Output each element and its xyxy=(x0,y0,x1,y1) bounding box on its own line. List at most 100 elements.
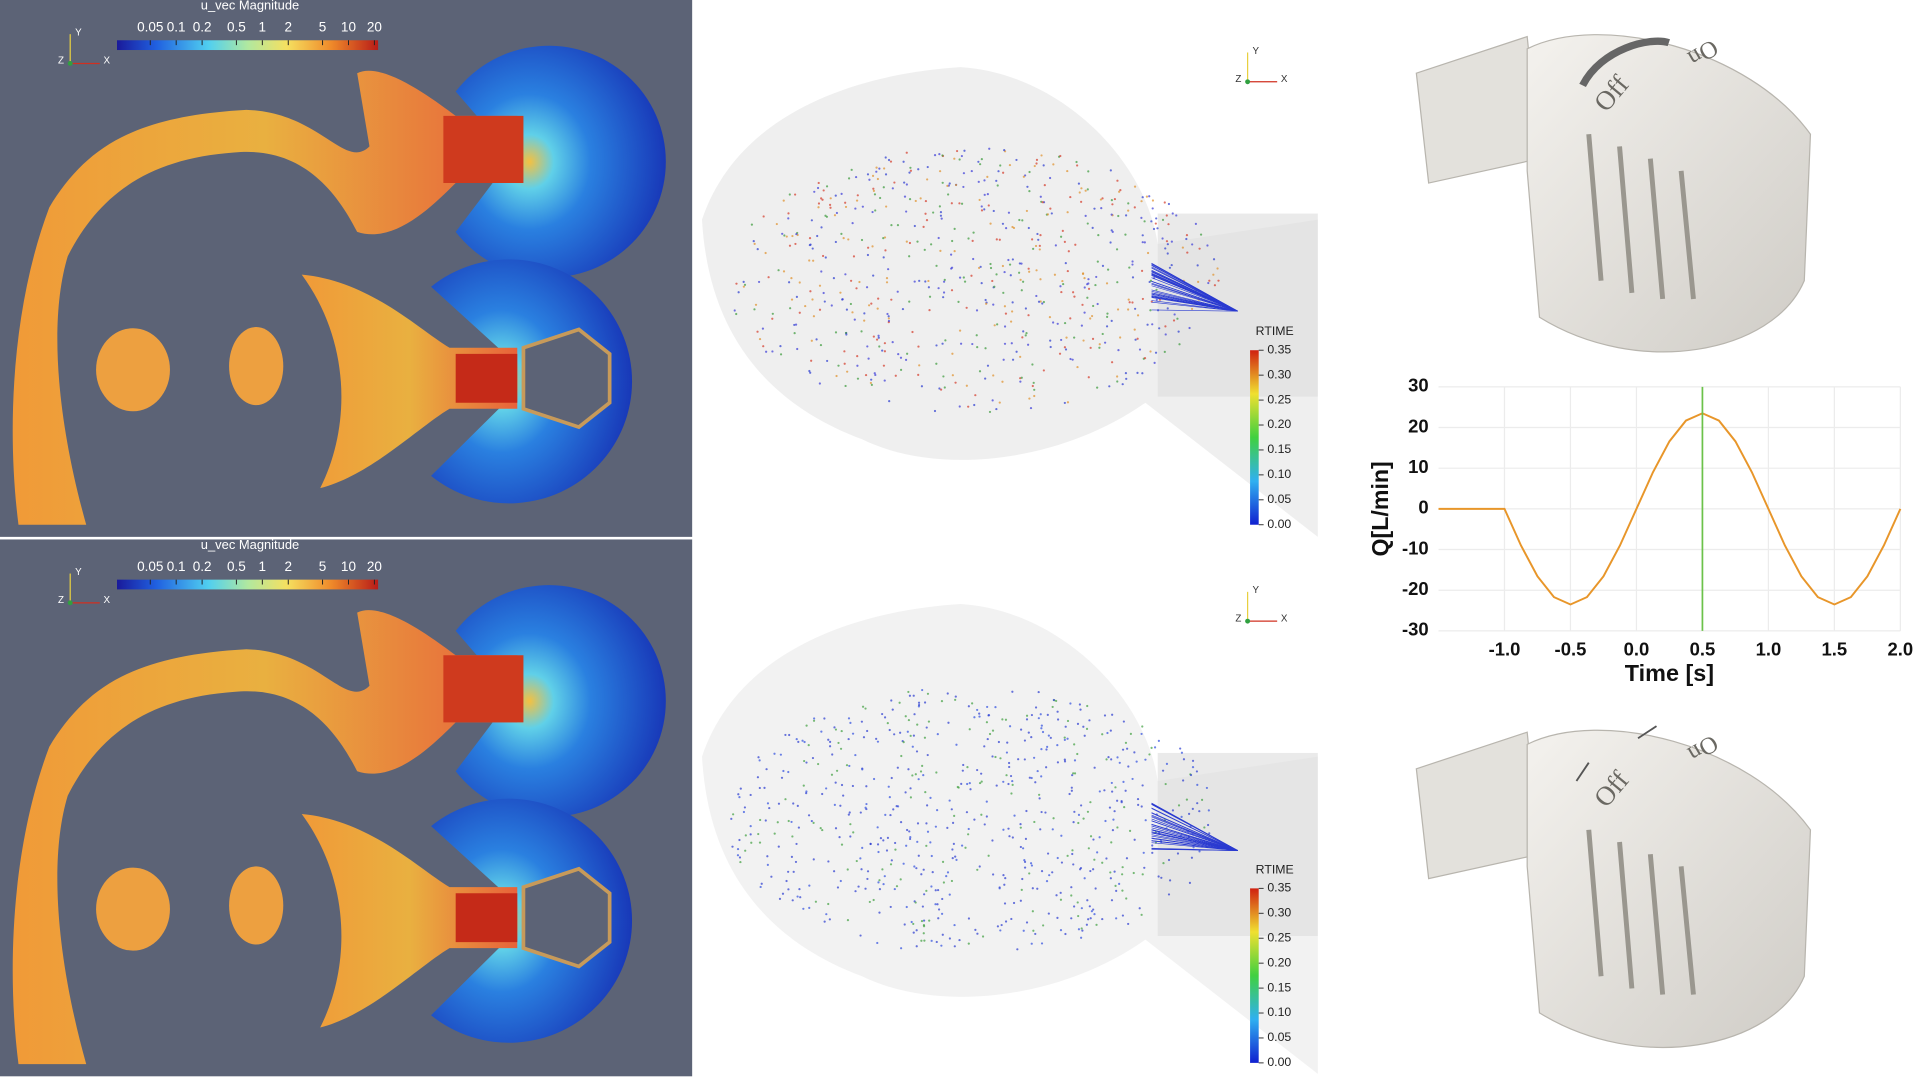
particle xyxy=(864,707,867,710)
particle xyxy=(908,255,911,258)
particle xyxy=(1093,207,1096,210)
particle xyxy=(1194,222,1197,225)
particle xyxy=(1163,350,1166,353)
particle xyxy=(999,929,1002,932)
particle xyxy=(1086,283,1089,286)
particle xyxy=(1040,154,1043,157)
particle xyxy=(1171,809,1175,812)
particle xyxy=(1025,331,1028,335)
particle xyxy=(908,694,912,697)
particle xyxy=(995,273,998,276)
particle xyxy=(1007,258,1010,262)
particle xyxy=(970,274,973,277)
particle xyxy=(834,827,838,830)
particle xyxy=(941,860,945,863)
particle xyxy=(855,859,858,863)
particle xyxy=(960,202,964,205)
particle xyxy=(879,837,883,840)
particle xyxy=(1027,314,1030,317)
particle xyxy=(881,712,884,716)
particle xyxy=(1106,312,1109,315)
particle-jet xyxy=(1151,803,1238,851)
particle xyxy=(1065,336,1068,339)
particle xyxy=(1038,244,1041,247)
particle xyxy=(1117,349,1120,352)
particle xyxy=(883,342,887,345)
particle xyxy=(813,190,816,193)
particle xyxy=(853,318,856,321)
particle xyxy=(1145,195,1149,198)
particle xyxy=(943,386,946,389)
particle xyxy=(849,835,852,838)
particle xyxy=(942,881,945,884)
particle xyxy=(1025,714,1029,717)
particle xyxy=(946,193,950,196)
particle xyxy=(795,842,798,846)
particle xyxy=(859,811,862,814)
particle xyxy=(1137,803,1140,807)
particle xyxy=(1161,237,1164,240)
particle xyxy=(788,193,791,196)
particle xyxy=(1198,850,1201,853)
particle-jet xyxy=(1151,825,1238,851)
particle xyxy=(1019,355,1022,358)
particle xyxy=(875,338,879,341)
particle xyxy=(984,347,987,350)
particle xyxy=(866,870,870,873)
particle xyxy=(782,769,785,773)
particle xyxy=(1048,316,1052,319)
particle xyxy=(882,236,885,240)
particle xyxy=(738,838,741,842)
particle xyxy=(940,944,943,947)
particle xyxy=(829,206,832,209)
particle xyxy=(1171,212,1174,215)
particle xyxy=(847,717,851,720)
particle xyxy=(1082,339,1085,342)
particle xyxy=(1091,337,1095,341)
particle xyxy=(811,247,814,250)
particle xyxy=(952,842,955,845)
particle xyxy=(781,892,785,895)
valve-body xyxy=(1415,731,1541,880)
particle xyxy=(1143,357,1147,360)
particle xyxy=(1167,202,1171,206)
particle xyxy=(768,806,771,810)
particle xyxy=(793,323,796,327)
particle xyxy=(1167,893,1171,896)
particle xyxy=(756,248,759,251)
particle xyxy=(996,925,1000,928)
particle xyxy=(808,906,811,909)
particle xyxy=(973,403,976,407)
particle xyxy=(935,344,938,347)
particle xyxy=(974,928,977,931)
particle xyxy=(1116,380,1119,383)
particle xyxy=(1103,714,1107,717)
particle xyxy=(1165,762,1169,765)
particle xyxy=(1203,826,1206,829)
particle xyxy=(1148,753,1151,756)
particle xyxy=(1063,738,1066,742)
particle xyxy=(1030,776,1033,780)
particle xyxy=(1052,698,1055,702)
particle xyxy=(889,863,893,866)
arrow xyxy=(1579,37,1670,88)
particle xyxy=(1022,929,1025,932)
particle xyxy=(973,716,976,719)
particle xyxy=(954,183,958,187)
particle xyxy=(926,804,929,807)
particle xyxy=(778,897,782,900)
particle xyxy=(849,823,852,826)
particle xyxy=(1142,851,1145,854)
particle xyxy=(977,160,980,163)
particle xyxy=(827,902,830,906)
particle xyxy=(958,202,961,205)
particle xyxy=(850,168,853,171)
particle xyxy=(1143,220,1146,223)
particle xyxy=(1207,809,1210,812)
particle xyxy=(1046,213,1050,216)
particle xyxy=(1011,358,1015,361)
particle xyxy=(875,737,878,740)
particle xyxy=(1124,741,1128,744)
particle xyxy=(788,244,792,247)
particle xyxy=(1079,708,1082,711)
